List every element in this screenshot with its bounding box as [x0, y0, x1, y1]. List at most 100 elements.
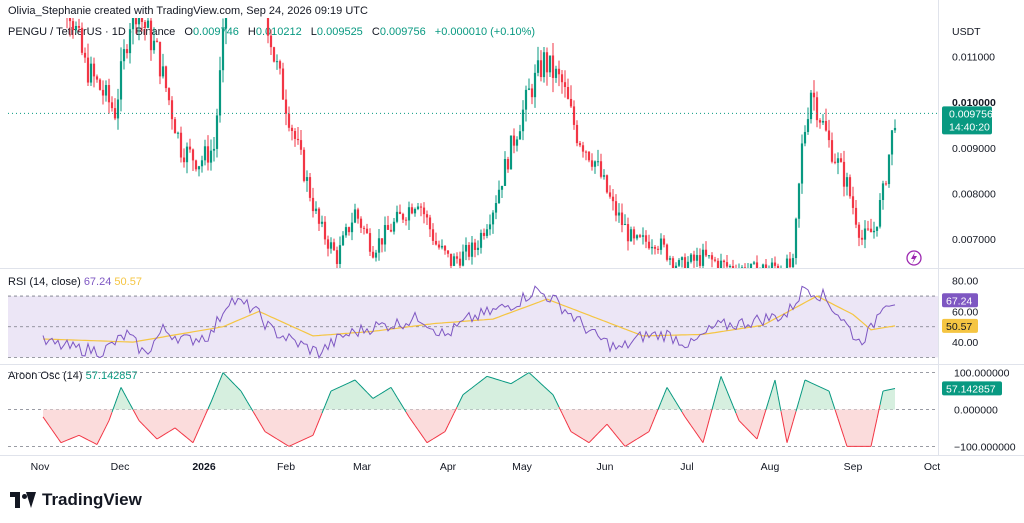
candle-body[interactable] [461, 251, 465, 266]
candle-body[interactable] [287, 113, 291, 128]
candle-body[interactable] [743, 267, 747, 275]
candle-body[interactable] [494, 203, 498, 213]
candle-body[interactable] [215, 115, 219, 149]
candle-body[interactable] [533, 72, 537, 98]
candle-body[interactable] [842, 161, 846, 187]
candle-body[interactable] [284, 99, 288, 114]
candle-body[interactable] [191, 149, 195, 161]
candle-body[interactable] [266, 8, 270, 36]
candle-body[interactable] [296, 138, 300, 141]
candle-body[interactable] [320, 221, 324, 224]
candle-body[interactable] [401, 213, 405, 220]
candle-body[interactable] [131, 0, 135, 30]
candle-body[interactable] [719, 260, 723, 270]
candle-body[interactable] [182, 157, 186, 163]
candle-body[interactable] [476, 247, 480, 250]
candle-body[interactable] [299, 140, 303, 150]
candle-body[interactable] [359, 218, 363, 228]
candle-body[interactable] [791, 258, 795, 268]
candle-body[interactable] [833, 161, 837, 163]
candle-body[interactable] [134, 0, 138, 25]
candle-body[interactable] [86, 57, 90, 83]
candle-body[interactable] [335, 250, 339, 264]
candle-body[interactable] [434, 240, 438, 245]
candle-body[interactable] [821, 120, 825, 123]
candle-body[interactable] [119, 61, 123, 100]
candle-body[interactable] [824, 120, 828, 131]
candle-body[interactable] [738, 271, 740, 276]
candle-body[interactable] [161, 66, 165, 77]
candle-body[interactable] [587, 151, 591, 161]
candle-body[interactable] [470, 242, 474, 257]
candle-body[interactable] [890, 130, 894, 155]
candle-body[interactable] [347, 227, 351, 233]
candle-body[interactable] [767, 267, 771, 272]
candle-body[interactable] [759, 270, 761, 278]
candle-body[interactable] [95, 76, 99, 80]
candle-body[interactable] [608, 192, 612, 197]
candle-body[interactable] [599, 161, 603, 177]
candle-body[interactable] [485, 229, 489, 236]
candle-body[interactable] [527, 88, 531, 90]
candle-body[interactable] [602, 175, 606, 177]
candle-body[interactable] [218, 70, 222, 116]
candle-body[interactable] [92, 63, 96, 77]
candle-body[interactable] [68, 12, 72, 22]
candle-body[interactable] [389, 229, 393, 232]
candle-body[interactable] [593, 161, 597, 167]
candle-body[interactable] [425, 214, 429, 218]
candle-body[interactable] [176, 132, 180, 134]
candle-body[interactable] [539, 60, 543, 78]
candle-body[interactable] [272, 47, 276, 62]
candle-body[interactable] [116, 99, 120, 119]
candle-body[interactable] [695, 255, 699, 261]
candle-body[interactable] [860, 237, 864, 240]
candle-body[interactable] [857, 224, 861, 238]
candle-body[interactable] [293, 131, 297, 139]
candle-body[interactable] [140, 16, 144, 22]
candle-body[interactable] [488, 224, 492, 230]
candle-body[interactable] [764, 264, 768, 272]
candle-body[interactable] [200, 160, 204, 167]
candle-body[interactable] [689, 254, 693, 262]
candle-body[interactable] [596, 161, 600, 163]
candle-body[interactable] [122, 49, 126, 62]
candle-body[interactable] [515, 139, 519, 146]
candle-body[interactable] [686, 261, 690, 272]
candle-body[interactable] [783, 271, 785, 275]
candle-body[interactable] [716, 260, 720, 270]
candle-body[interactable] [203, 146, 207, 161]
candle-body[interactable] [650, 246, 654, 249]
candle-body[interactable] [221, 28, 225, 71]
candle-body[interactable] [452, 256, 456, 266]
candle-body[interactable] [569, 98, 573, 107]
candle-body[interactable] [671, 258, 675, 268]
candle-body[interactable] [869, 228, 873, 233]
candle-body[interactable] [341, 235, 345, 246]
candle-body[interactable] [194, 160, 198, 170]
candle-body[interactable] [137, 16, 141, 25]
candle-body[interactable] [884, 183, 888, 185]
candle-body[interactable] [836, 158, 840, 163]
candle-body[interactable] [575, 124, 579, 144]
candle-body[interactable] [416, 206, 420, 210]
candle-body[interactable] [881, 183, 885, 201]
candle-body[interactable] [446, 250, 450, 254]
candle-body[interactable] [269, 35, 273, 48]
candle-body[interactable] [548, 55, 552, 73]
candle-body[interactable] [419, 206, 423, 208]
candle-body[interactable] [146, 20, 150, 28]
candle-body[interactable] [380, 238, 384, 245]
candle-body[interactable] [875, 226, 879, 231]
candle-body[interactable] [98, 79, 102, 90]
candle-body[interactable] [158, 41, 162, 77]
candle-body[interactable] [503, 159, 507, 186]
candle-body[interactable] [413, 209, 417, 214]
candle-body[interactable] [611, 196, 615, 202]
candle-body[interactable] [620, 212, 624, 225]
candle-body[interactable] [290, 127, 294, 132]
candle-body[interactable] [878, 200, 882, 227]
candle-body[interactable] [815, 97, 819, 121]
candle-body[interactable] [794, 218, 798, 259]
